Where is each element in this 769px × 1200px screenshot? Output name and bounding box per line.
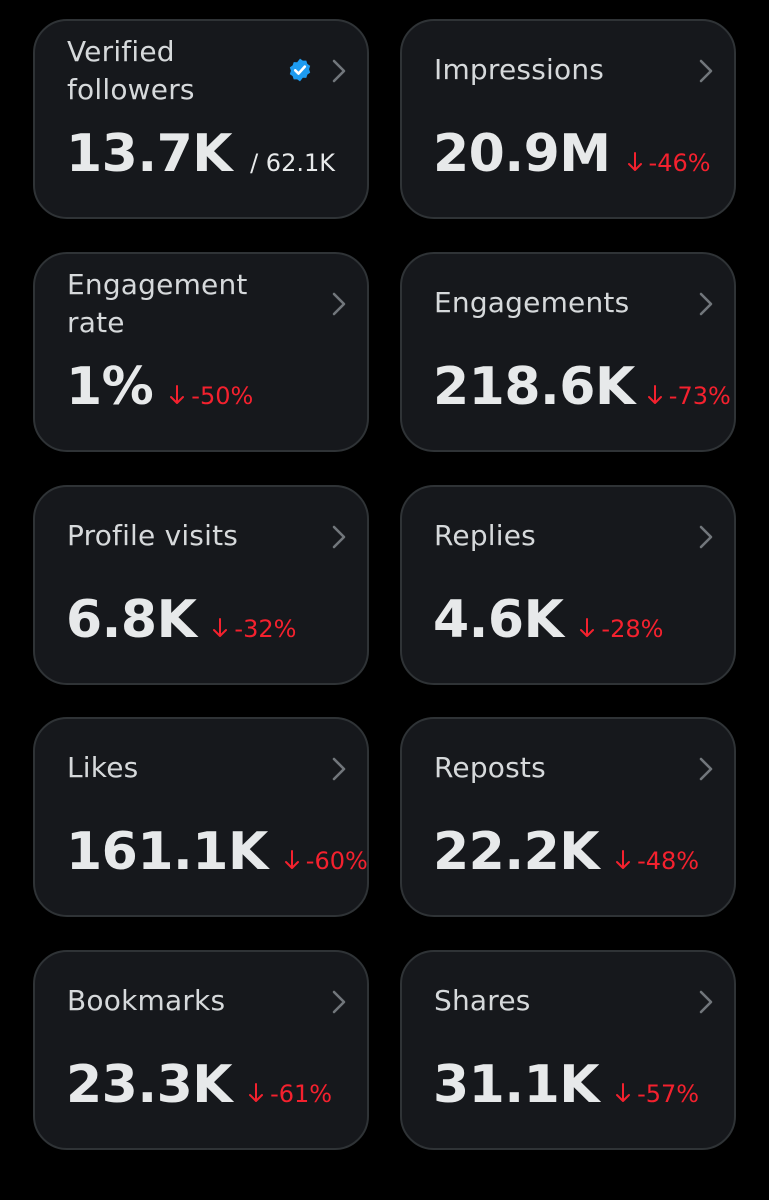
chevron-right-icon bbox=[699, 757, 713, 781]
metric-row: 4.6K -28% bbox=[433, 589, 663, 651]
card-label: Impressions bbox=[434, 53, 605, 86]
chevron-right-icon bbox=[699, 292, 713, 316]
metric-change: -48% bbox=[615, 846, 699, 876]
metric-value: 13.7K bbox=[66, 124, 233, 184]
metric-change: -61% bbox=[248, 1079, 332, 1109]
change-value: -73% bbox=[668, 382, 731, 410]
card-likes[interactable]: Likes 161.1K -60% bbox=[33, 717, 369, 917]
metric-value: 31.1K bbox=[433, 1055, 600, 1115]
change-value: -32% bbox=[234, 615, 297, 643]
arrow-down-icon bbox=[627, 152, 642, 171]
card-label: Shares bbox=[434, 984, 531, 1017]
metric-row: 13.7K / 62.1K bbox=[66, 123, 335, 185]
change-value: -28% bbox=[601, 615, 664, 643]
metric-row: 161.1K -60% bbox=[66, 821, 368, 883]
chevron-right-icon bbox=[332, 292, 346, 316]
card-engagement-rate[interactable]: Engagement rate 1% -50% bbox=[33, 252, 369, 452]
card-label: Engagement rate bbox=[67, 268, 248, 339]
chevron-right-icon bbox=[332, 525, 346, 549]
metric-value: 161.1K bbox=[66, 822, 268, 882]
metric-value: 20.9M bbox=[433, 124, 611, 184]
metric-change: -32% bbox=[212, 614, 296, 644]
metric-change: -50% bbox=[169, 381, 253, 411]
card-label: Profile visits bbox=[67, 519, 239, 552]
change-value: -50% bbox=[191, 382, 254, 410]
metric-value: 22.2K bbox=[433, 822, 600, 882]
change-value: -48% bbox=[637, 847, 700, 875]
arrow-down-icon bbox=[284, 850, 299, 869]
card-impressions[interactable]: Impressions 20.9M -46% bbox=[400, 19, 736, 219]
chevron-right-icon bbox=[699, 59, 713, 83]
card-label: Replies bbox=[434, 519, 536, 552]
card-bookmarks[interactable]: Bookmarks 23.3K -61% bbox=[33, 950, 369, 1150]
card-engagements[interactable]: Engagements 218.6K -73% bbox=[400, 252, 736, 452]
arrow-down-icon bbox=[616, 1083, 631, 1102]
metric-row: 1% -50% bbox=[66, 356, 253, 418]
arrow-down-icon bbox=[249, 1083, 264, 1102]
metric-change: -28% bbox=[579, 614, 663, 644]
card-replies[interactable]: Replies 4.6K -28% bbox=[400, 485, 736, 685]
change-value: -60% bbox=[305, 847, 368, 875]
metric-row: 31.1K -57% bbox=[433, 1054, 699, 1116]
arrow-down-icon bbox=[213, 618, 228, 637]
card-shares[interactable]: Shares 31.1K -57% bbox=[400, 950, 736, 1150]
change-value: -61% bbox=[270, 1080, 333, 1108]
metric-change: -46% bbox=[627, 148, 711, 178]
chevron-right-icon bbox=[332, 59, 346, 83]
arrow-down-icon bbox=[647, 385, 662, 404]
chevron-right-icon bbox=[699, 990, 713, 1014]
metric-value: 23.3K bbox=[66, 1055, 233, 1115]
metric-total: / 62.1K bbox=[250, 149, 335, 177]
metric-row: 20.9M -46% bbox=[433, 123, 711, 185]
card-profile-visits[interactable]: Profile visits 6.8K -32% bbox=[33, 485, 369, 685]
card-label: Verified followers bbox=[67, 35, 195, 106]
arrow-down-icon bbox=[170, 385, 185, 404]
chevron-right-icon bbox=[332, 990, 346, 1014]
metric-row: 6.8K -32% bbox=[66, 589, 296, 651]
card-label: Bookmarks bbox=[67, 984, 226, 1017]
arrow-down-icon bbox=[616, 850, 631, 869]
card-label: Reposts bbox=[434, 751, 546, 784]
change-value: -46% bbox=[648, 149, 711, 177]
metric-change: -57% bbox=[615, 1079, 699, 1109]
card-verified-followers[interactable]: Verified followers 13.7K / 62.1K bbox=[33, 19, 369, 219]
metric-row: 23.3K -61% bbox=[66, 1054, 332, 1116]
verified-badge-icon bbox=[289, 58, 311, 82]
metric-row: 22.2K -48% bbox=[433, 821, 699, 883]
chevron-right-icon bbox=[699, 525, 713, 549]
chevron-right-icon bbox=[332, 757, 346, 781]
card-label: Likes bbox=[67, 751, 139, 784]
card-reposts[interactable]: Reposts 22.2K -48% bbox=[400, 717, 736, 917]
metric-change: -73% bbox=[647, 381, 731, 411]
change-value: -57% bbox=[637, 1080, 700, 1108]
metric-value: 1% bbox=[66, 357, 154, 417]
arrow-down-icon bbox=[580, 618, 595, 637]
card-label: Engagements bbox=[434, 286, 630, 319]
metric-row: 218.6K -73% bbox=[433, 356, 731, 418]
metric-value: 218.6K bbox=[433, 357, 635, 417]
metric-value: 6.8K bbox=[66, 590, 197, 650]
metric-change: -60% bbox=[284, 846, 368, 876]
metric-value: 4.6K bbox=[433, 590, 564, 650]
